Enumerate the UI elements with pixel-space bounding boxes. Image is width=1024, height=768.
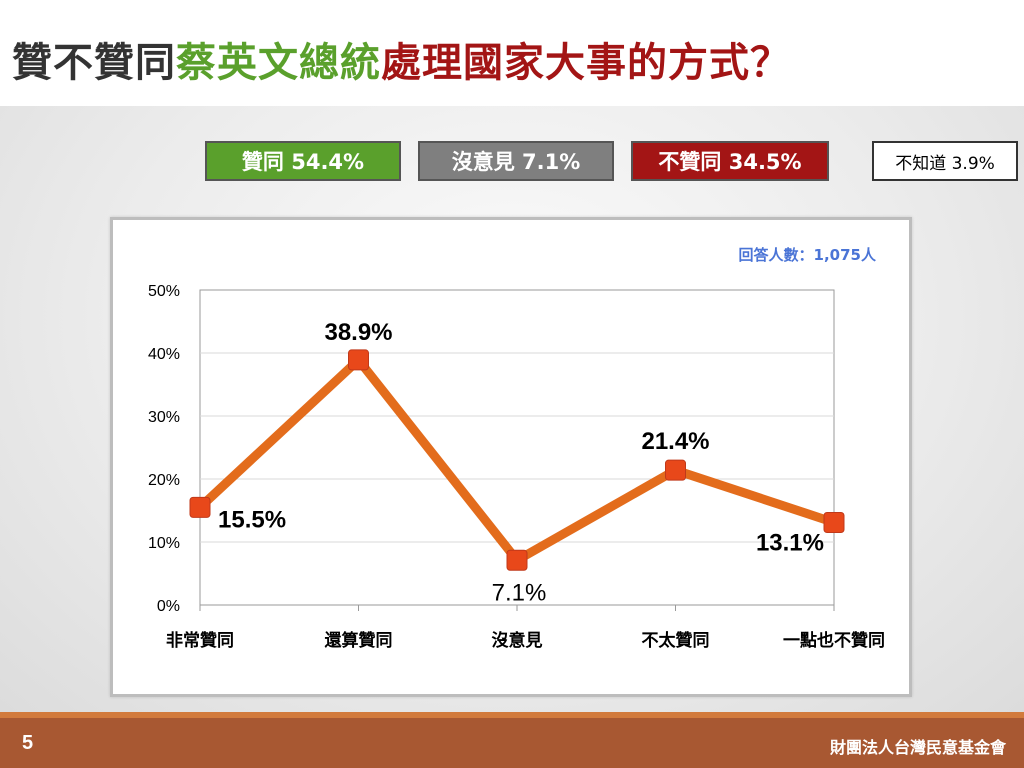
y-tick-label: 30% bbox=[148, 409, 180, 426]
respondent-count: 回答人數：1,075人 bbox=[738, 246, 876, 264]
y-tick-label: 0% bbox=[157, 598, 180, 615]
chart-frame bbox=[110, 217, 912, 697]
series-line bbox=[195, 355, 839, 565]
x-tick-label: 還算贊同 bbox=[325, 630, 393, 651]
page-title: 贊不贊同蔡英文總統處理國家大事的方式？ bbox=[12, 30, 791, 94]
summary-approve: 贊同 54.4% bbox=[205, 141, 401, 181]
data-label: 38.9% bbox=[324, 319, 392, 346]
x-tick-label: 非常贊同 bbox=[166, 630, 234, 651]
data-label: 15.5% bbox=[218, 506, 286, 533]
title-part-3: 處理國家大事的方式？ bbox=[381, 40, 791, 86]
data-label: 21.4% bbox=[641, 428, 709, 455]
summary-disapprove: 不贊同 34.5% bbox=[631, 141, 829, 181]
data-point-marker bbox=[506, 549, 528, 571]
summary-no-opinion: 沒意見 7.1% bbox=[418, 141, 614, 181]
title-part-2: 蔡英文總統 bbox=[176, 40, 381, 86]
x-tick-label: 不太贊同 bbox=[642, 630, 710, 651]
y-tick-label: 20% bbox=[148, 472, 180, 489]
data-point-marker bbox=[348, 349, 369, 371]
data-point-marker bbox=[665, 459, 686, 481]
x-tick-label: 一點也不贊同 bbox=[783, 630, 885, 651]
page-number: 5 bbox=[22, 732, 34, 754]
x-tick-label: 沒意見 bbox=[492, 630, 543, 651]
title-part-1: 贊不贊同 bbox=[12, 40, 176, 86]
data-point-marker bbox=[189, 496, 211, 518]
y-tick-label: 40% bbox=[148, 346, 180, 363]
summary-dont-know: 不知道 3.9% bbox=[872, 141, 1018, 181]
y-tick-label: 50% bbox=[148, 283, 180, 300]
organization-name: 財團法人台灣民意基金會 bbox=[829, 738, 1006, 757]
data-label: 7.1% bbox=[492, 579, 547, 606]
y-tick-label: 10% bbox=[148, 535, 180, 552]
data-label: 13.1% bbox=[756, 529, 824, 556]
footer-accent-line bbox=[0, 712, 1024, 718]
data-point-marker bbox=[823, 511, 845, 533]
footer-bar bbox=[0, 712, 1024, 768]
